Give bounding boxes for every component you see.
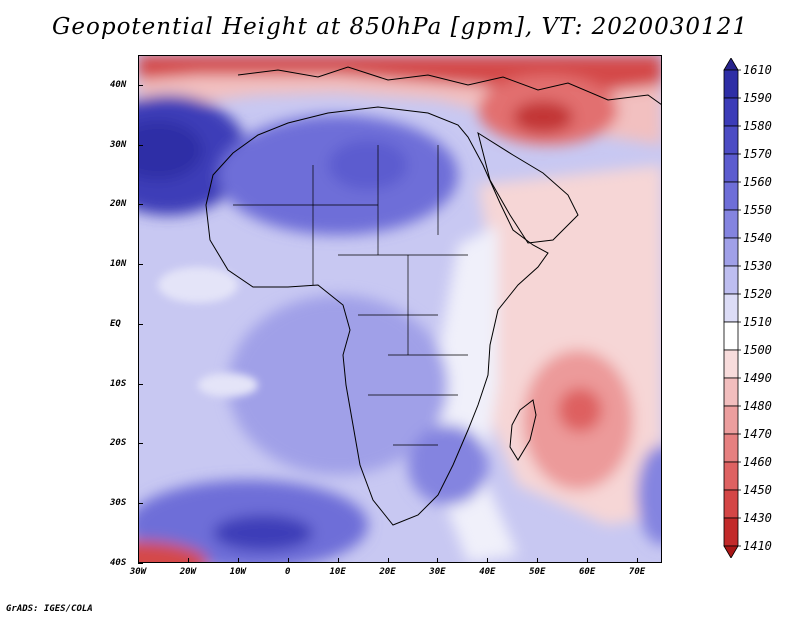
lon-label: 30W: [129, 567, 147, 577]
africa-coastline: [205, 106, 549, 526]
colorbar-swatch: [723, 321, 739, 351]
lon-label: 50E: [529, 567, 546, 577]
height-field: [138, 55, 662, 563]
map-title: Geopotential Height at 850hPa [gpm], VT:…: [52, 14, 748, 40]
colorbar-swatch: [723, 433, 739, 463]
colorbar-swatch: [723, 181, 739, 211]
lat-tick: [138, 264, 143, 266]
lat-tick: [138, 383, 143, 385]
lat-label: 10N: [110, 259, 127, 270]
lat-label: 30S: [110, 498, 127, 509]
lat-label: 20N: [110, 199, 127, 210]
lon-tick: [637, 558, 639, 563]
lon-label: 10E: [329, 567, 346, 577]
lat-label: EQ: [110, 318, 121, 329]
lon-label: 40E: [479, 567, 496, 577]
colorbar-swatch: [723, 209, 739, 239]
colorbar-label: 1610: [743, 63, 772, 77]
lon-tick: [287, 558, 289, 563]
madagascar-low-core: [558, 388, 602, 432]
lon-label: 10W: [229, 567, 246, 577]
colorbar-label: 1560: [743, 175, 772, 189]
colorbar-label: 1480: [743, 399, 772, 413]
lon-tick: [387, 558, 389, 563]
colorbar-label: 1470: [743, 427, 772, 441]
lat-tick: [138, 144, 143, 146]
colorbar-swatch: [723, 69, 739, 99]
lat-label: 20S: [110, 438, 127, 449]
lon-tick: [587, 558, 589, 563]
colorbar-swatch: [723, 377, 739, 407]
lon-label: 0: [284, 567, 291, 577]
colorbar-label: 1430: [743, 511, 772, 525]
colorbar-swatch: [723, 405, 739, 435]
southern-trough: [138, 541, 208, 563]
lon-label: 20E: [379, 567, 396, 577]
colorbar-label: 1510: [743, 315, 772, 329]
southeast-high: [637, 445, 662, 545]
colorbar-label: 1500: [743, 343, 772, 357]
lat-tick: [138, 563, 143, 564]
lon-tick: [437, 558, 439, 563]
colorbar-label: 1530: [743, 259, 772, 273]
colorbar-swatch: [723, 237, 739, 267]
lon-tick: [237, 558, 239, 563]
madagascar-outline: [509, 399, 537, 461]
lon-tick: [537, 558, 539, 563]
colorbar-swatch: [723, 125, 739, 155]
arabia-coastline: [477, 131, 579, 244]
south-africa-high: [408, 425, 488, 505]
colorbar-swatch: [723, 461, 739, 491]
lat-label: 10S: [110, 378, 127, 389]
lat-label: 40S: [110, 558, 127, 568]
colorbar: 1610 1590 1580 1570 1560 1550 1540 1530 1520 1510…: [723, 58, 772, 558]
lat-tick: [138, 443, 143, 445]
colorbar-label: 1520: [743, 287, 772, 301]
colorbar-label: 1410: [743, 539, 772, 553]
lon-label: 60E: [579, 567, 596, 577]
colorbar-label: 1550: [743, 203, 772, 217]
sahara-high-core: [328, 140, 408, 190]
colorbar-swatch: [723, 517, 739, 547]
colorbar-label: 1540: [743, 231, 772, 245]
colorbar-label: 1460: [743, 455, 772, 469]
colorbar-swatch: [723, 293, 739, 323]
lon-tick: [187, 558, 189, 563]
colorbar-label: 1570: [743, 147, 772, 161]
lat-tick: [138, 84, 143, 86]
colorbar-label: 1590: [743, 91, 772, 105]
country-borders: [233, 145, 468, 446]
atlantic-high-core: [138, 120, 203, 180]
central-africa-high: [228, 295, 448, 475]
colorbar-label: 1450: [743, 483, 772, 497]
colorbar-top-arrow: [723, 58, 739, 71]
lon-label: 30E: [429, 567, 446, 577]
lat-label: 30N: [110, 139, 127, 150]
colorbar-label: 1490: [743, 371, 772, 385]
lat-tick: [138, 204, 143, 206]
lon-tick: [337, 558, 339, 563]
lat-tick: [138, 323, 143, 325]
lat-label: 40N: [110, 79, 127, 90]
lon-label: 70E: [628, 567, 646, 577]
colorbar-swatch: [723, 349, 739, 379]
colorbar-bottom-arrow: [723, 545, 739, 558]
colorbar-swatch: [723, 489, 739, 519]
map-plot-area: [138, 55, 662, 563]
europe-coastline: [237, 66, 662, 106]
colorbar-swatch: [723, 265, 739, 295]
south-atlantic-high-core: [213, 515, 313, 551]
lon-tick: [487, 558, 489, 563]
colorbar-label: 1580: [743, 119, 772, 133]
grads-credit: GrADS: IGES/COLA: [6, 604, 93, 614]
lon-label: 20W: [179, 567, 197, 577]
gulf-of-guinea-patch: [158, 267, 238, 303]
lat-tick: [138, 503, 143, 505]
colorbar-swatch: [723, 97, 739, 127]
west-atlantic-patch: [198, 373, 258, 397]
lon-tick: [138, 558, 139, 563]
middle-east-low-core: [513, 101, 573, 133]
colorbar-swatch: [723, 153, 739, 183]
